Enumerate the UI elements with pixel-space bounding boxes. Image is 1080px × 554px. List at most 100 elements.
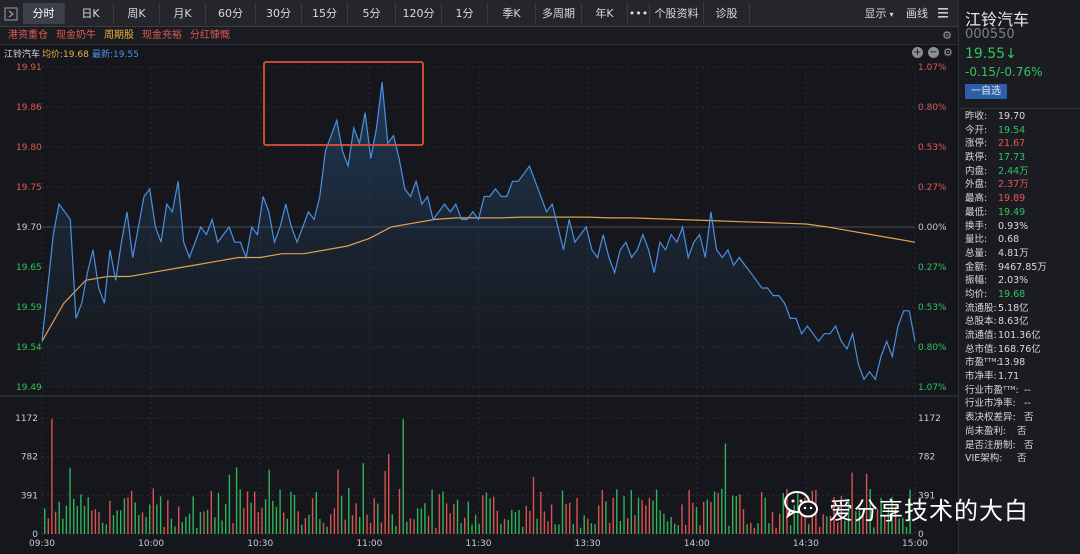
tab-diagnosis[interactable]: 诊股 [704,3,750,24]
chart-stock-name: 江铃汽车 [4,50,41,60]
tab-multi-period[interactable]: 多周期 [536,3,582,24]
stock-code: 000550 [965,27,1015,42]
volume-bar [587,518,589,534]
volume-bar [373,498,375,534]
tab-120min[interactable]: 120分 [396,3,442,24]
chart-gear-icon[interactable]: ⚙ [943,46,953,59]
stat-row: 尚未盈利: 否 [959,425,1080,439]
stat-value: 13.98 [998,357,1026,369]
list-icon[interactable] [936,5,950,21]
volume-axis-left: 1172 782 391 0 [15,414,38,540]
stat-label: 金额: [965,261,988,273]
volume-bar [424,503,426,534]
collapse-icon[interactable] [4,6,18,21]
stat-label: 今开: [965,124,988,136]
volume-bar [616,489,618,534]
tab-30min[interactable]: 30分 [256,3,302,24]
volume-bar [340,495,343,534]
volume-bar [808,524,810,534]
volume-tick-label: 391 [918,491,935,501]
tab-intraday[interactable]: 分时 [23,3,65,24]
volume-bar [297,511,299,534]
tab-1min[interactable]: 1分 [442,3,488,24]
stat-value: 否 [1017,453,1027,465]
volume-bar [855,511,857,534]
stat-label: 振幅: [965,275,988,287]
volume-bar [362,463,364,534]
tab-weekly-k[interactable]: 周K [114,3,160,24]
stat-row: 表决权差异: 否 [959,411,1080,425]
stat-value: 8.63亿 [998,316,1029,328]
draw-line-button[interactable]: 画线 [906,7,928,20]
stat-value: 19.49 [998,206,1026,218]
zoom-in-icon[interactable]: + [912,47,923,58]
volume-bar [666,521,669,534]
volume-bar [565,504,567,534]
tag-item[interactable]: 分红慷慨 [190,30,230,41]
volume-bar [536,518,538,534]
tag-item[interactable]: 港资重仓 [8,30,48,41]
volume-bar [688,489,690,534]
y-tick-label: 19.86 [16,103,42,113]
y-tick-label: 19.80 [16,143,42,153]
y-tick-label-pct: 0.53% [918,303,947,313]
volume-bar [322,522,325,534]
volume-bar [268,469,270,534]
volume-bar [293,494,296,534]
volume-bar [398,488,401,534]
volume-bar [898,518,900,534]
volume-bar [601,490,603,534]
volume-bar [445,503,448,534]
stat-row: 总市值: 168.76亿 [959,343,1080,357]
volume-bar [246,491,249,534]
volume-bar [47,518,49,534]
tag-item[interactable]: 周期股 [104,30,134,41]
stat-value: 否 [1017,425,1027,437]
tab-5min[interactable]: 5分 [348,3,396,24]
tag-item[interactable]: 现金充裕 [142,30,182,41]
stat-label: 最高: [965,193,988,205]
volume-bar [518,510,520,534]
volume-bar [178,506,180,534]
volume-bar [598,505,600,534]
display-label: 显示 [864,7,887,20]
tab-daily-k[interactable]: 日K [68,3,114,24]
volume-bar [496,510,498,534]
volume-bar [134,502,136,534]
volume-bar [156,504,158,534]
tab-yearly-k[interactable]: 年K [582,3,628,24]
volume-bar [413,519,415,534]
stat-row: 振幅: 2.03% [959,274,1080,288]
tab-quarterly-k[interactable]: 季K [488,3,536,24]
period-toolbar: 分时 日K 周K 月K 60分 30分 15分 5分 120分 1分 季K 多周… [0,0,958,27]
volume-bar [829,516,832,534]
volume-bar [105,524,107,534]
volume-bar [170,518,173,534]
zoom-out-icon[interactable]: − [928,47,939,58]
volume-bar [873,527,875,534]
volume-bar [474,514,477,534]
volume-bar [822,514,824,534]
intraday-chart[interactable]: 19.91 19.86 19.80 19.75 19.70 19.65 19.59 19.54… [0,60,958,554]
volume-bar [677,525,679,534]
tab-15min[interactable]: 15分 [302,3,348,24]
stock-name: 江铃汽车 [965,10,1030,29]
volume-bar [851,472,853,534]
stat-value: -- [1024,398,1031,410]
stat-row: 涨停: 21.67 [959,137,1080,151]
volume-bar [174,526,176,534]
tab-monthly-k[interactable]: 月K [160,3,206,24]
volume-bar [402,419,404,534]
tab-60min[interactable]: 60分 [206,3,256,24]
tab-stock-profile[interactable]: 个股资料 [650,3,704,24]
tag-item[interactable]: 现金奶牛 [56,30,96,41]
gear-icon[interactable]: ⚙ [942,29,952,42]
volume-bar [141,512,144,534]
stat-label: 总市值: [965,343,997,355]
volume-bar [109,500,111,534]
add-watchlist-button[interactable]: 一自选 [965,84,1007,99]
stat-label: 尚未盈利: [965,425,1007,437]
volume-bar [742,509,745,534]
more-icon[interactable]: ••• [628,3,650,24]
display-menu[interactable]: 显示 ▾ [858,3,900,24]
